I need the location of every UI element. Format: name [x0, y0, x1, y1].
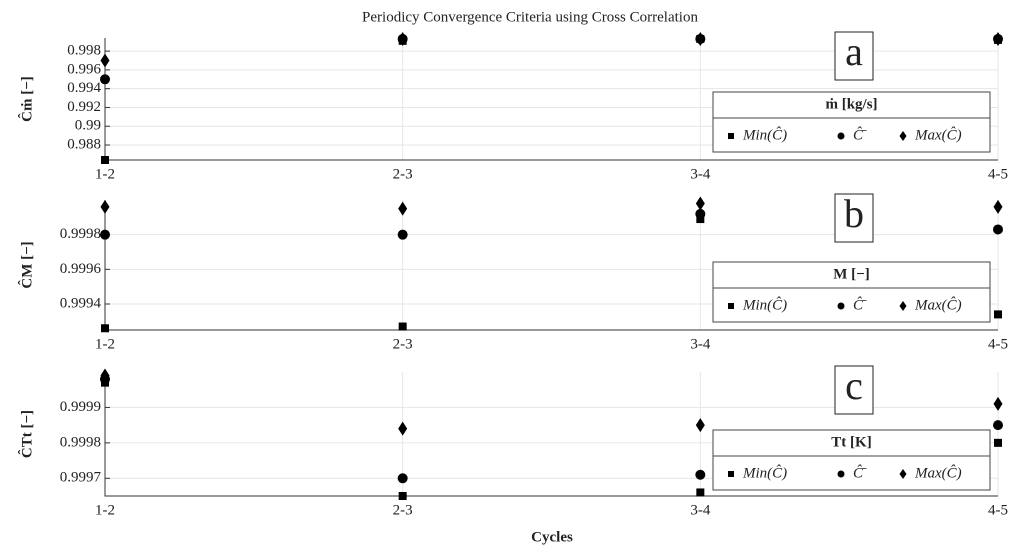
marker-diamond — [993, 199, 1003, 214]
y-tick-label: 0.994 — [67, 80, 101, 96]
y-axis-label: ĈM [−] — [17, 241, 35, 288]
legend-marker — [899, 301, 907, 311]
y-tick-label: 0.99 — [75, 118, 101, 134]
y-tick-label: 0.992 — [67, 99, 101, 115]
marker-diamond — [993, 31, 1003, 46]
y-tick-label: 0.998 — [67, 43, 101, 59]
legend-marker — [728, 471, 734, 477]
legend-title: Tt [K] — [831, 434, 871, 450]
x-tick-label: 3-4 — [690, 336, 710, 352]
x-tick-label: 4-5 — [988, 502, 1008, 518]
y-tick-label: 0.9994 — [60, 295, 102, 311]
marker-diamond — [695, 31, 705, 46]
marker-diamond — [100, 199, 110, 214]
legend-entry: Max(Ĉ) — [914, 126, 962, 143]
legend-title: M [−] — [833, 266, 869, 282]
x-tick-label: 4-5 — [988, 336, 1008, 352]
legend-box — [712, 429, 991, 491]
legend-title: ṁ [kg/s] — [825, 96, 877, 112]
y-tick-label: 0.9996 — [60, 261, 102, 277]
marker-square — [994, 438, 1002, 447]
y-tick-label: 0.9997 — [60, 470, 102, 486]
panel-label-box — [834, 193, 874, 243]
x-tick-label: 3-4 — [690, 166, 710, 182]
marker-diamond — [398, 421, 408, 436]
x-tick-label: 1-2 — [95, 502, 115, 518]
marker-square — [696, 488, 705, 497]
legend-marker — [728, 133, 734, 139]
x-tick-label: 2-3 — [393, 166, 413, 182]
marker-diamond — [398, 31, 408, 46]
legend-marker — [837, 302, 845, 310]
y-tick-label: 0.9998 — [60, 434, 101, 450]
legend-marker — [728, 303, 734, 309]
y-tick-label: 0.996 — [67, 61, 101, 77]
legend-box — [712, 91, 991, 153]
marker-square — [398, 492, 407, 500]
marker-square — [696, 215, 705, 224]
panel-label-box — [834, 365, 874, 415]
marker-circle — [695, 469, 706, 480]
y-tick-label: 0.988 — [67, 136, 101, 152]
x-tick-label: 2-3 — [393, 502, 413, 518]
marker-square — [994, 310, 1002, 319]
marker-circle — [993, 420, 1003, 431]
marker-circle — [397, 229, 408, 240]
x-tick-label: 2-3 — [393, 336, 413, 352]
legend-entry: Max(Ĉ) — [914, 464, 962, 481]
marker-diamond — [100, 53, 110, 68]
marker-circle — [695, 208, 706, 219]
marker-diamond — [695, 418, 705, 433]
y-axis-label: ĈTt [−] — [17, 410, 35, 458]
panel-label: c — [845, 363, 863, 408]
marker-square — [101, 324, 109, 333]
panel-label: a — [845, 29, 863, 74]
marker-circle — [397, 473, 408, 484]
marker-square — [101, 156, 109, 164]
marker-diamond — [993, 396, 1003, 411]
x-tick-label: 3-4 — [690, 502, 710, 518]
legend-entry: Min(Ĉ) — [742, 126, 787, 143]
chart-title: Periodicy Convergence Criteria using Cro… — [362, 9, 698, 25]
marker-square — [398, 322, 407, 331]
marker-circle — [100, 229, 110, 240]
legend-marker — [837, 470, 845, 478]
y-tick-label: 0.9999 — [60, 399, 101, 415]
x-tick-label: 1-2 — [95, 336, 115, 352]
legend-marker — [899, 131, 907, 141]
x-tick-label: 1-2 — [95, 166, 115, 182]
marker-diamond — [398, 201, 408, 216]
marker-circle — [100, 74, 110, 85]
legend-box — [712, 261, 991, 323]
panel-label: b — [844, 191, 864, 236]
x-tick-label: 4-5 — [988, 166, 1008, 182]
panel-label-box — [834, 31, 874, 81]
marker-circle — [993, 224, 1003, 235]
y-axis-label: Ĉṁ [−] — [17, 76, 35, 122]
legend-entry: Min(Ĉ) — [742, 464, 787, 481]
y-tick-label: 0.9998 — [60, 226, 101, 242]
legend-marker — [837, 132, 845, 140]
marker-diamond — [100, 368, 110, 383]
legend-entry: Max(Ĉ) — [914, 296, 962, 313]
legend-entry: Min(Ĉ) — [742, 296, 787, 313]
legend-marker — [899, 469, 907, 479]
marker-diamond — [695, 196, 705, 211]
x-axis-label: Cycles — [531, 529, 573, 545]
